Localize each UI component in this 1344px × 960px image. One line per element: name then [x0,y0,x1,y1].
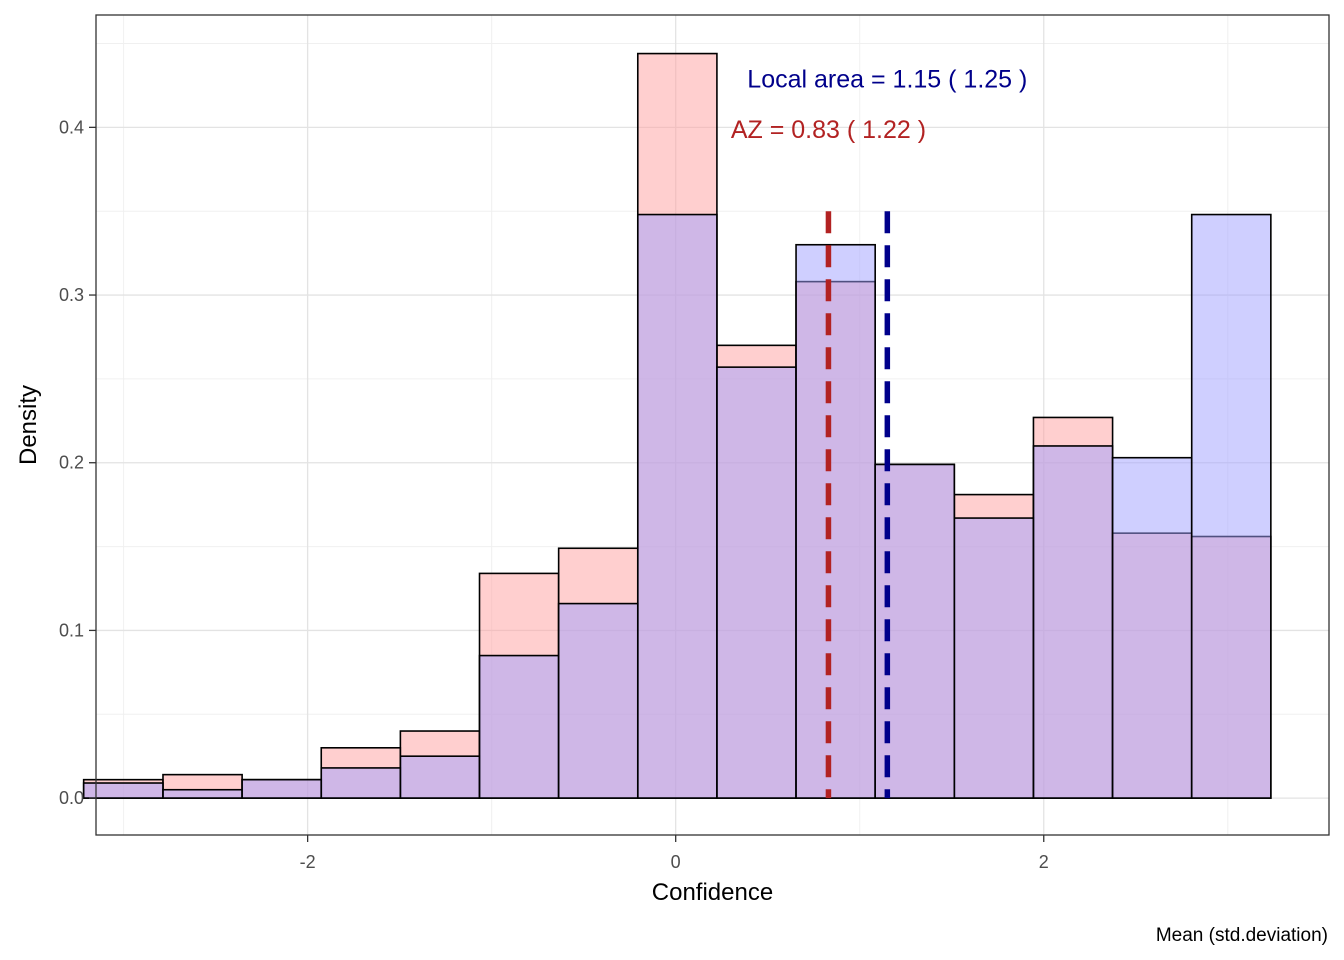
annotations: Local area = 1.15 ( 1.25 ) AZ = 0.83 ( 1.… [731,66,1028,144]
y-axis-ticks: 0.0 0.1 0.2 0.3 0.4 [59,117,96,808]
y-axis-title: Density [15,385,42,465]
histogram-bar-local [1111,456,1193,799]
y-tick-label: 0.0 [59,788,84,808]
mean-annotation: AZ = 0.83 ( 1.22 ) [731,116,926,144]
x-axis-title: Confidence [652,879,773,906]
histogram-bar-local [478,654,560,799]
histogram-bar-local [795,243,876,799]
histogram-bar-local [1032,445,1114,799]
histogram-bar-local [716,366,797,799]
mean-lines [825,211,891,799]
histogram-bar-local [636,213,718,799]
panel-border [95,14,1330,836]
y-tick-label: 0.1 [59,620,84,640]
histogram-bar-local [1190,213,1272,799]
x-tick-label: -2 [300,852,316,872]
x-axis-ticks: -2 0 2 [300,835,1049,872]
y-tick-label: 0.4 [59,117,84,137]
y-tick-label: 0.3 [59,285,84,305]
histogram-bar-local [320,767,402,799]
histogram-bar-local [557,602,639,799]
x-tick-label: 0 [671,852,681,872]
histogram-bar-local [399,755,481,799]
histogram-bar-local [241,778,323,799]
mean-annotation: Local area = 1.15 ( 1.25 ) [747,66,1027,94]
y-tick-label: 0.2 [59,453,84,473]
histogram-bar-local [953,517,1035,799]
x-tick-label: 2 [1039,852,1049,872]
chart-caption: Mean (std.deviation) [1156,925,1328,946]
histogram-bar-local [162,788,243,799]
